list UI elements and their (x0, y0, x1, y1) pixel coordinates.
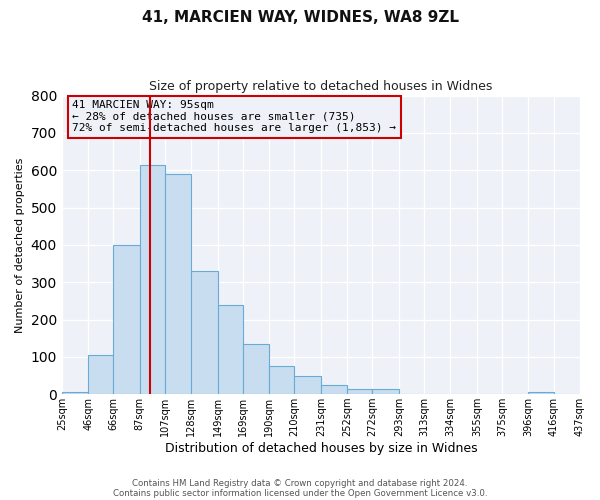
Bar (321, 385, 347, 394)
Y-axis label: Number of detached properties: Number of detached properties (15, 157, 25, 332)
Bar (243, 344, 269, 394)
Bar (529, 392, 554, 394)
Bar (140, 164, 165, 394)
Text: 41 MARCIEN WAY: 95sqm
← 28% of detached houses are smaller (735)
72% of semi-det: 41 MARCIEN WAY: 95sqm ← 28% of detached … (72, 100, 396, 133)
Bar (295, 376, 321, 394)
Text: Contains public sector information licensed under the Open Government Licence v3: Contains public sector information licen… (113, 488, 487, 498)
Bar (113, 245, 140, 394)
Bar (373, 388, 399, 394)
Bar (218, 306, 243, 394)
Bar (62, 392, 88, 394)
Bar (165, 174, 191, 394)
Title: Size of property relative to detached houses in Widnes: Size of property relative to detached ho… (149, 80, 493, 93)
Text: Contains HM Land Registry data © Crown copyright and database right 2024.: Contains HM Land Registry data © Crown c… (132, 478, 468, 488)
X-axis label: Distribution of detached houses by size in Widnes: Distribution of detached houses by size … (164, 442, 477, 455)
Bar (88, 355, 113, 394)
Bar (347, 388, 373, 394)
Bar (269, 366, 295, 394)
Text: 41, MARCIEN WAY, WIDNES, WA8 9ZL: 41, MARCIEN WAY, WIDNES, WA8 9ZL (142, 10, 458, 25)
Bar (191, 271, 218, 394)
